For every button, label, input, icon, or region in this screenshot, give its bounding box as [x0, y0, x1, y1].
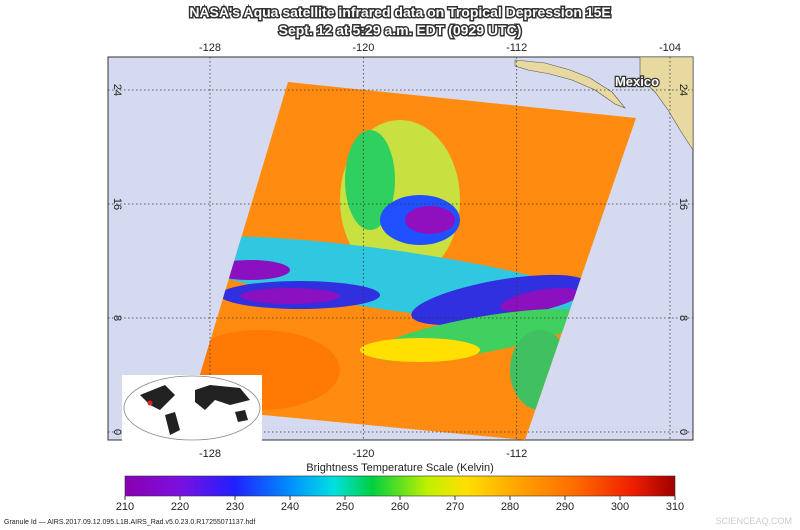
lat-tick-label: 8 — [111, 315, 123, 321]
colorbar-tick-label: 230 — [226, 501, 244, 513]
land-label: Mexico — [615, 74, 659, 89]
lat-tick-label: 0 — [677, 429, 689, 435]
colorbar-tick-label: 250 — [336, 501, 354, 513]
title-line: NASA's Aqua satellite infrared data on T… — [189, 4, 610, 20]
lon-tick-label: -128 — [199, 448, 221, 460]
colorbar-tick-label: 240 — [281, 501, 299, 513]
colorbar-tick-label: 220 — [171, 501, 189, 513]
lat-tick-label: 8 — [677, 315, 689, 321]
lon-tick-label: -104 — [659, 42, 681, 54]
inset-globe — [122, 375, 262, 441]
colorbar-tick-label: 260 — [391, 501, 409, 513]
colorbar-tick-label: 300 — [611, 501, 629, 513]
colorbar-tick-label: 290 — [556, 501, 574, 513]
lon-tick-label: -112 — [506, 42, 527, 54]
colorbar-tick-label: 280 — [501, 501, 519, 513]
lat-tick-label: 24 — [677, 84, 689, 96]
lon-tick-label: -128 — [199, 42, 221, 54]
watermark: SCIENCEAQ.COM — [715, 516, 792, 526]
infrared-swath — [190, 82, 636, 440]
lon-tick-label: -112 — [506, 448, 527, 460]
lat-tick-label: 24 — [111, 84, 123, 96]
colorbar-tick-label: 310 — [666, 501, 684, 513]
lon-tick-label: -120 — [352, 448, 374, 460]
lat-tick-label: 16 — [677, 198, 689, 210]
granule-id: Granule Id — AIRS.2017.09.12.095.L1B.AIR… — [4, 519, 255, 526]
lat-tick-label: 0 — [111, 429, 123, 435]
colorbar-tick-label: 210 — [116, 501, 134, 513]
colorbar — [124, 475, 676, 497]
title-line: Sept. 12 at 5:29 a.m. EDT (0929 UTC) — [279, 22, 522, 38]
colorbar-tick-label: 270 — [446, 501, 464, 513]
lon-tick-label: -120 — [352, 42, 374, 54]
land — [514, 57, 693, 151]
lat-tick-label: 16 — [111, 198, 123, 210]
colorbar-title: Brightness Temperature Scale (Kelvin) — [306, 462, 494, 474]
